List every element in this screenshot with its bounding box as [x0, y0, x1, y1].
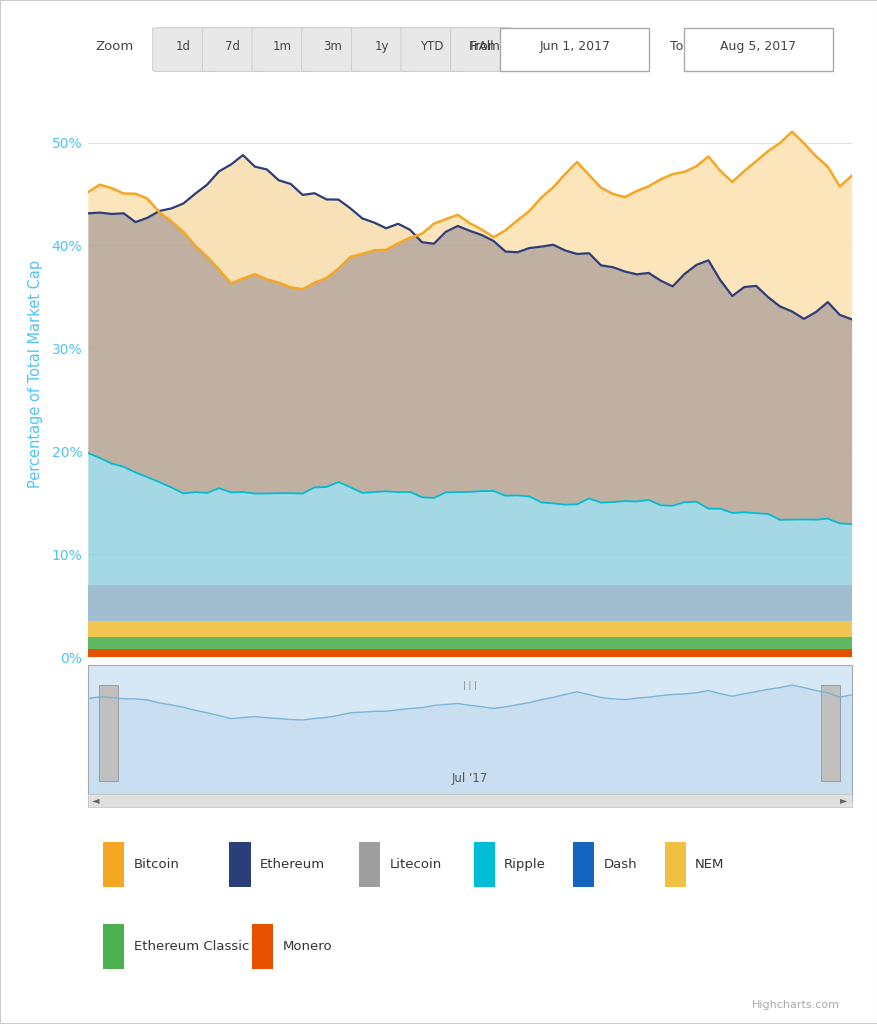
- Text: | | |: | | |: [462, 681, 476, 690]
- Text: Jul '17: Jul '17: [451, 772, 488, 785]
- Text: Zoom: Zoom: [96, 40, 133, 52]
- FancyBboxPatch shape: [153, 28, 214, 72]
- Text: 1d: 1d: [175, 40, 190, 52]
- Text: NEM: NEM: [695, 857, 724, 870]
- Text: From: From: [469, 40, 500, 52]
- Text: 3m: 3m: [323, 40, 341, 52]
- Text: 1y: 1y: [374, 40, 389, 52]
- Text: Dash: Dash: [602, 857, 637, 870]
- Bar: [473, 842, 495, 887]
- FancyBboxPatch shape: [202, 28, 263, 72]
- FancyBboxPatch shape: [450, 28, 511, 72]
- Text: ◄: ◄: [91, 796, 99, 805]
- Bar: [572, 842, 594, 887]
- Bar: [252, 924, 273, 969]
- FancyBboxPatch shape: [252, 28, 313, 72]
- Text: FrAll: FrAll: [468, 40, 494, 52]
- Text: Jun 1, 2017: Jun 1, 2017: [538, 40, 610, 52]
- Text: Litecoin: Litecoin: [389, 857, 441, 870]
- Bar: [103, 924, 125, 969]
- Text: Monero: Monero: [282, 940, 332, 952]
- FancyBboxPatch shape: [683, 28, 831, 71]
- Bar: [664, 842, 685, 887]
- Text: Ethereum: Ethereum: [260, 857, 324, 870]
- FancyBboxPatch shape: [401, 28, 461, 72]
- FancyBboxPatch shape: [351, 28, 412, 72]
- FancyBboxPatch shape: [500, 28, 648, 71]
- Text: YTD: YTD: [419, 40, 443, 52]
- Text: Bitcoin: Bitcoin: [133, 857, 179, 870]
- Text: To: To: [670, 40, 683, 52]
- Text: 7d: 7d: [225, 40, 240, 52]
- Text: Highcharts.com: Highcharts.com: [752, 999, 839, 1010]
- Bar: [99, 685, 118, 781]
- Text: Aug 5, 2017: Aug 5, 2017: [719, 40, 795, 52]
- Bar: [359, 842, 380, 887]
- Bar: [103, 842, 125, 887]
- Text: 1m: 1m: [273, 40, 292, 52]
- FancyBboxPatch shape: [302, 28, 362, 72]
- Bar: [820, 685, 839, 781]
- Text: ►: ►: [839, 796, 847, 805]
- Text: Ripple: Ripple: [503, 857, 545, 870]
- Bar: [229, 842, 250, 887]
- Y-axis label: Percentage of Total Market Cap: Percentage of Total Market Cap: [28, 260, 43, 488]
- Text: Ethereum Classic: Ethereum Classic: [133, 940, 249, 952]
